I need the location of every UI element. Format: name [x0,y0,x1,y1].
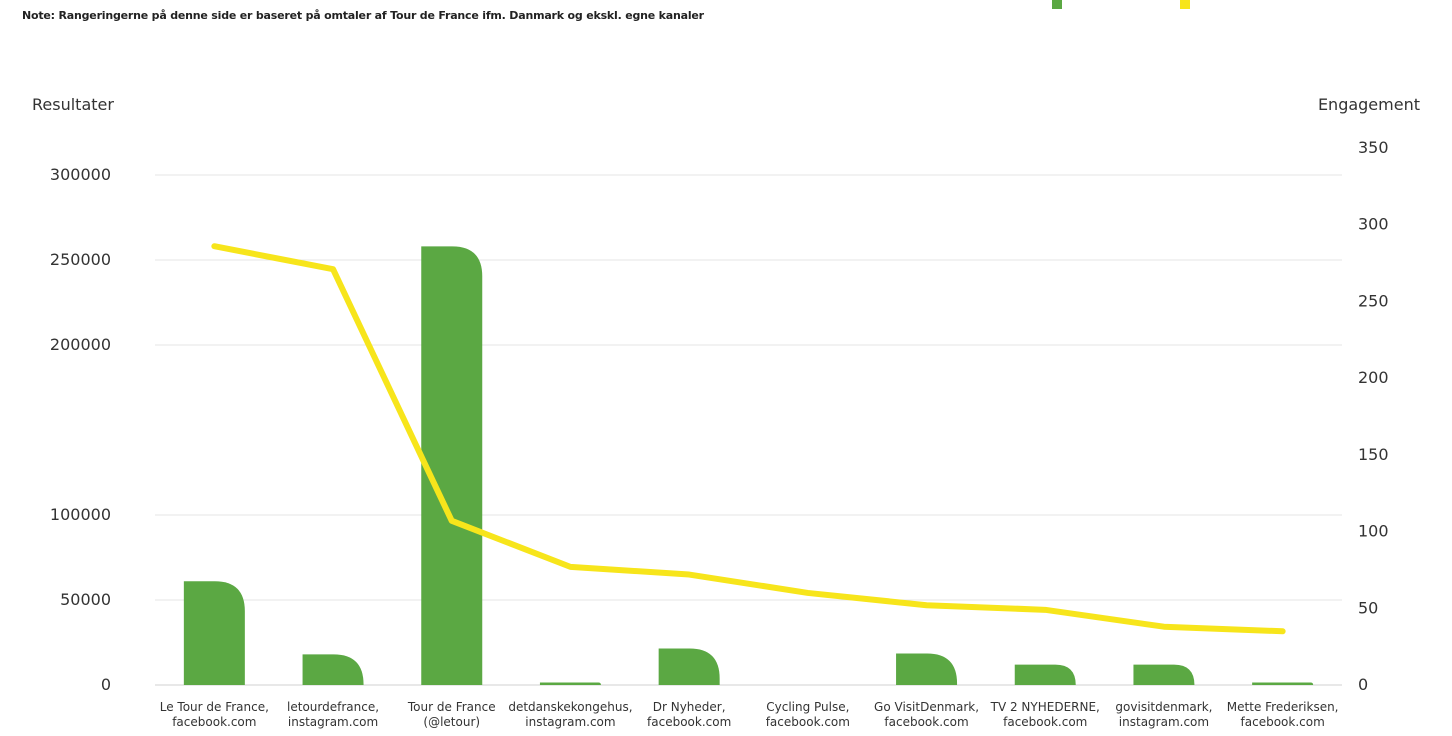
right-axis-label: Engagement [1318,95,1420,114]
x-tick-label: Mette Frederiksen, facebook.com [1227,700,1339,729]
bar [1133,664,1195,685]
right-tick-label: 50 [1358,598,1378,617]
x-tick-label: govisitdenmark, instagram.com [1115,700,1212,729]
x-tick-label: Dr Nyheder, facebook.com [647,700,731,729]
right-tick-label: 350 [1358,138,1389,157]
right-axis-ticks: 0 50 100 150 200 250 300 350 [1358,138,1389,694]
left-tick-label: 300000 [50,165,111,184]
bar [302,654,364,685]
x-tick-label: TV 2 NYHEDERNE, facebook.com [990,700,1100,729]
bar [658,648,720,685]
right-tick-label: 0 [1358,675,1368,694]
bar-series [183,246,1314,685]
x-axis-labels: Le Tour de France, facebook.com letourdefr… [160,700,1339,729]
x-tick-label: Go VisitDenmark, facebook.com [874,700,979,729]
left-tick-label: 0 [101,675,111,694]
right-tick-label: 100 [1358,522,1389,541]
x-tick-label: detdanskekongehus, instagram.com [508,700,632,729]
chart-note: Note: Rangeringerne på denne side er bas… [22,9,704,22]
bar [183,581,245,685]
right-tick-label: 200 [1358,368,1389,387]
x-tick-label: Cycling Pulse, facebook.com [766,700,850,729]
bar [539,682,601,685]
right-tick-label: 250 [1358,291,1389,310]
left-tick-label: 200000 [50,335,111,354]
left-tick-label: 100000 [50,505,111,524]
x-tick-label: Le Tour de France, facebook.com [160,700,269,729]
bar [896,653,958,685]
bar [1014,664,1076,685]
left-tick-label: 250000 [50,250,111,269]
x-tick-label: letourdefrance, instagram.com [287,700,379,729]
x-tick-label: Tour de France (@letour) [407,700,496,729]
left-tick-label: 50000 [60,590,111,609]
legend-swatch-bar [1052,0,1062,9]
right-tick-label: 150 [1358,445,1389,464]
right-tick-label: 300 [1358,215,1389,234]
grid-lines [155,174,1342,686]
bar [1252,682,1314,685]
bar [421,246,483,685]
line-series [211,243,1286,635]
left-axis-ticks: 0 50000 100000 200000 250000 300000 [50,165,111,694]
engagement-line [211,243,1286,635]
legend-swatch-line [1180,0,1190,9]
left-axis-label: Resultater [32,95,114,114]
